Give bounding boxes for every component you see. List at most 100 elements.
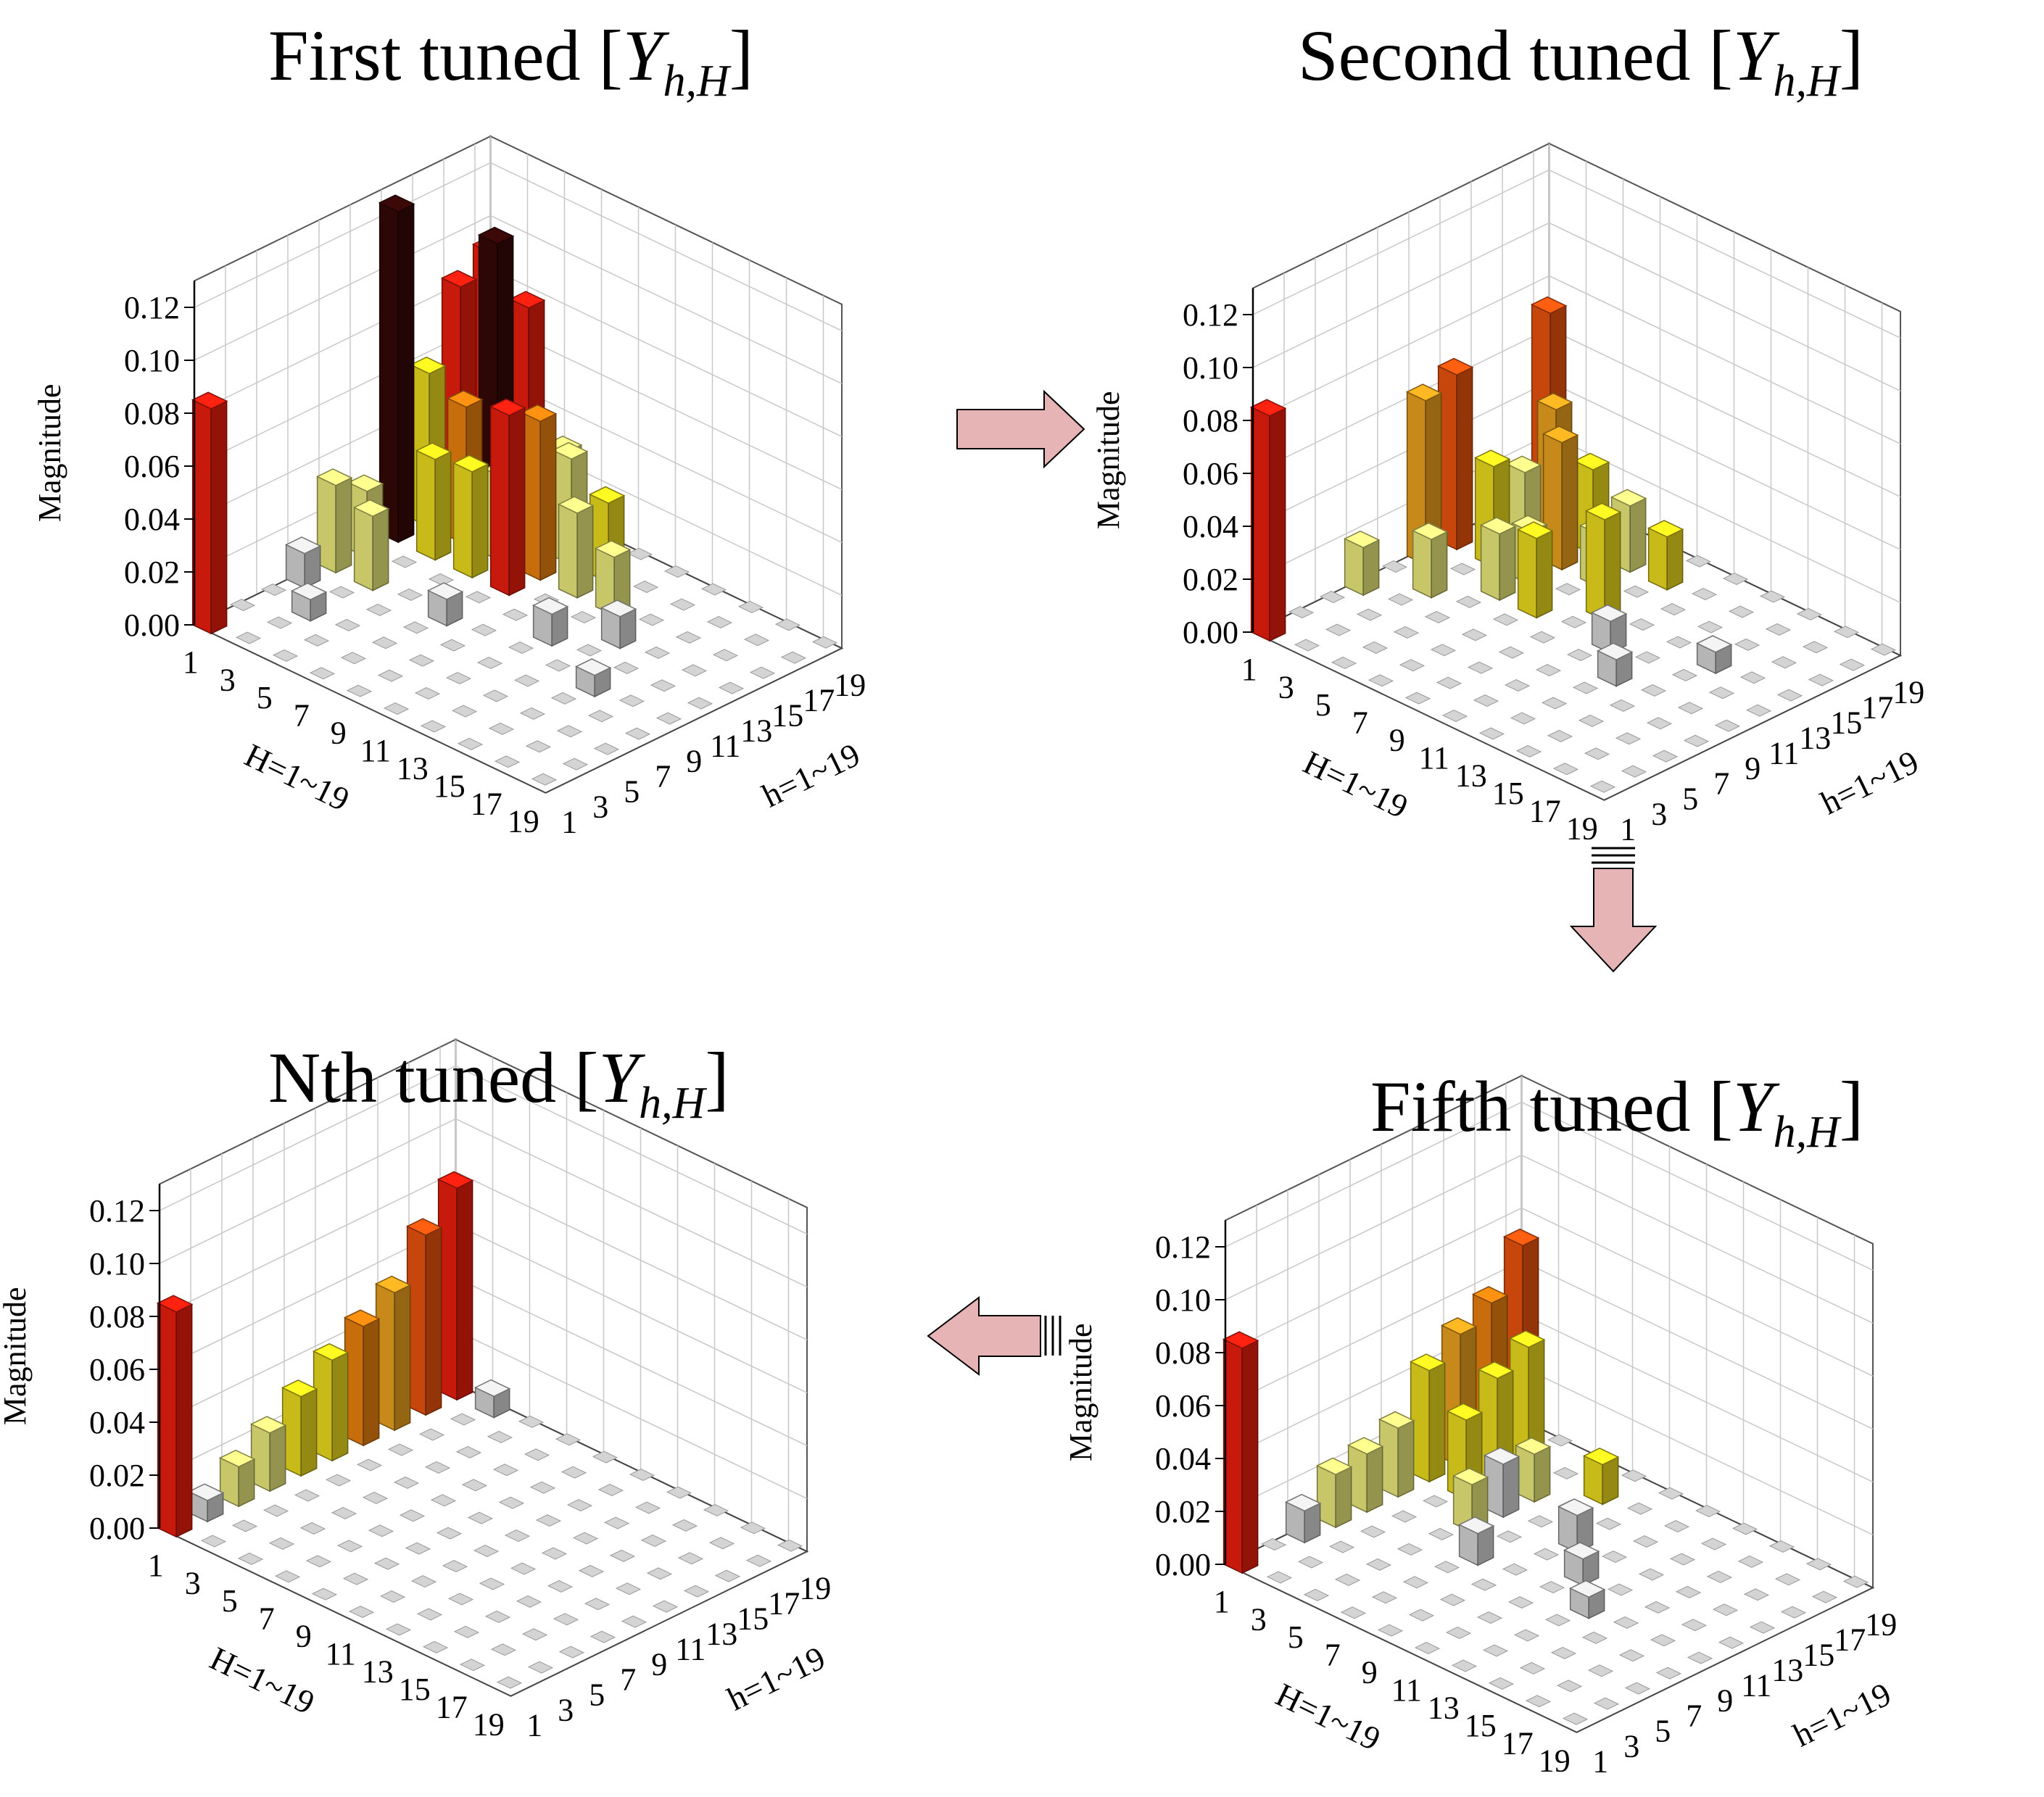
floor-tile [621,1615,647,1628]
floor-tile [1387,593,1414,606]
z-tick-label: 0.00 [124,607,180,643]
bar [1516,521,1554,619]
bar [191,391,228,635]
floor-tile [1714,719,1741,732]
floor-tile [430,1494,457,1507]
floor-tile [1451,1659,1478,1672]
floor-tile [1408,1609,1435,1622]
h-tick-label: 7 [620,1662,636,1698]
floor-tile [334,618,361,631]
floor-tile [1695,1505,1721,1518]
floor-tile [609,1549,636,1562]
floor-tile [1515,744,1542,758]
bar [452,455,489,579]
z-tick-label: 0.02 [124,555,180,590]
floor-tile [1368,674,1394,687]
bar [290,582,328,622]
H-tick-label: 13 [1428,1690,1460,1726]
floor-tile [1377,1624,1404,1637]
floor-tile [1691,588,1718,601]
floor-tile [1362,641,1389,654]
floor-tile [1607,1583,1634,1596]
floor-tile [570,611,597,624]
h-axis-label: h=1~19 [721,1639,831,1717]
panel-title: Nth tuned [Yh,H] [268,1037,729,1128]
floor-tile [547,1580,574,1593]
H-tick-label: 13 [362,1654,394,1690]
floor-tile [1510,712,1536,725]
floor-tile [1260,1538,1287,1551]
floor-tile [414,687,441,700]
chart-walls [157,1038,809,1697]
floor-tile [1681,1619,1708,1632]
floor-tile [632,581,659,594]
floor-tile [418,1428,445,1441]
floor-tile [1768,1540,1795,1553]
bar [156,1295,194,1538]
floor-tile [459,1659,486,1672]
h-tick-label: 1 [1592,1744,1608,1780]
floor-tile [1449,563,1476,576]
floor-tile [1632,1535,1659,1548]
floor-tile [266,616,293,629]
bar [1647,520,1684,591]
floor-tile [294,1489,320,1502]
floor-tile [516,1595,542,1608]
floor-tile [777,1539,803,1552]
floor-tile [229,599,256,612]
bar [415,442,452,561]
floor-tile [368,1524,394,1537]
H-tick-label: 13 [1455,758,1487,794]
z-tick-label: 0.00 [1183,615,1238,650]
floor-tile [1414,1642,1441,1655]
h-tick-label: 19 [834,668,866,703]
floor-tile [1294,639,1320,652]
H-tick-label: 9 [296,1619,312,1654]
floor-tile [1470,1578,1497,1591]
floor-tile [572,1532,599,1545]
h-tick-label: 7 [1713,766,1729,802]
floor-tile [1331,656,1357,669]
bar [1563,1542,1600,1587]
floor-tile [1399,659,1426,672]
bar [1596,642,1634,687]
floor-tile [1805,1558,1832,1571]
floor-tile [260,584,287,597]
floor-tile [1626,1502,1653,1515]
bar [378,194,415,544]
z-tick-label: 0.00 [89,1511,145,1546]
floor-tile [677,1552,704,1565]
bar [1479,517,1517,602]
floor-tile [745,1554,772,1567]
floor-tile [1644,1601,1671,1614]
h-tick-label: 3 [592,789,608,825]
floor-tile [1513,1629,1540,1642]
h-tick-label: 19 [1892,675,1924,710]
h-tick-label: 5 [1655,1714,1671,1749]
floor-tile [740,1522,766,1535]
z-tick-label: 0.12 [1155,1229,1211,1265]
bars [191,194,637,698]
floor-tile [1728,605,1755,618]
floor-tile [634,1501,661,1514]
floor-tile [436,1527,463,1540]
floor-tile [373,1557,400,1570]
floor-tile [613,661,640,674]
h-tick-label: 1 [561,805,577,840]
floor-tile [703,1503,729,1516]
floor-tile [1496,1530,1523,1543]
floor-tile [502,608,529,621]
floor-tile [1774,1573,1801,1586]
H-tick-label: 19 [508,804,539,839]
bar [343,1309,381,1447]
h-tick-label: 17 [803,683,835,718]
h-tick-label: 11 [710,729,740,764]
floor-tile [558,1645,585,1659]
h-tick-label: 1 [1620,812,1636,847]
floor-tile [402,621,429,634]
bar [1378,1411,1415,1498]
z-tick-label: 0.02 [1183,562,1238,597]
floor-tile [484,1610,511,1623]
z-tick-label: 0.12 [89,1193,145,1229]
floor-tile [262,1504,289,1517]
